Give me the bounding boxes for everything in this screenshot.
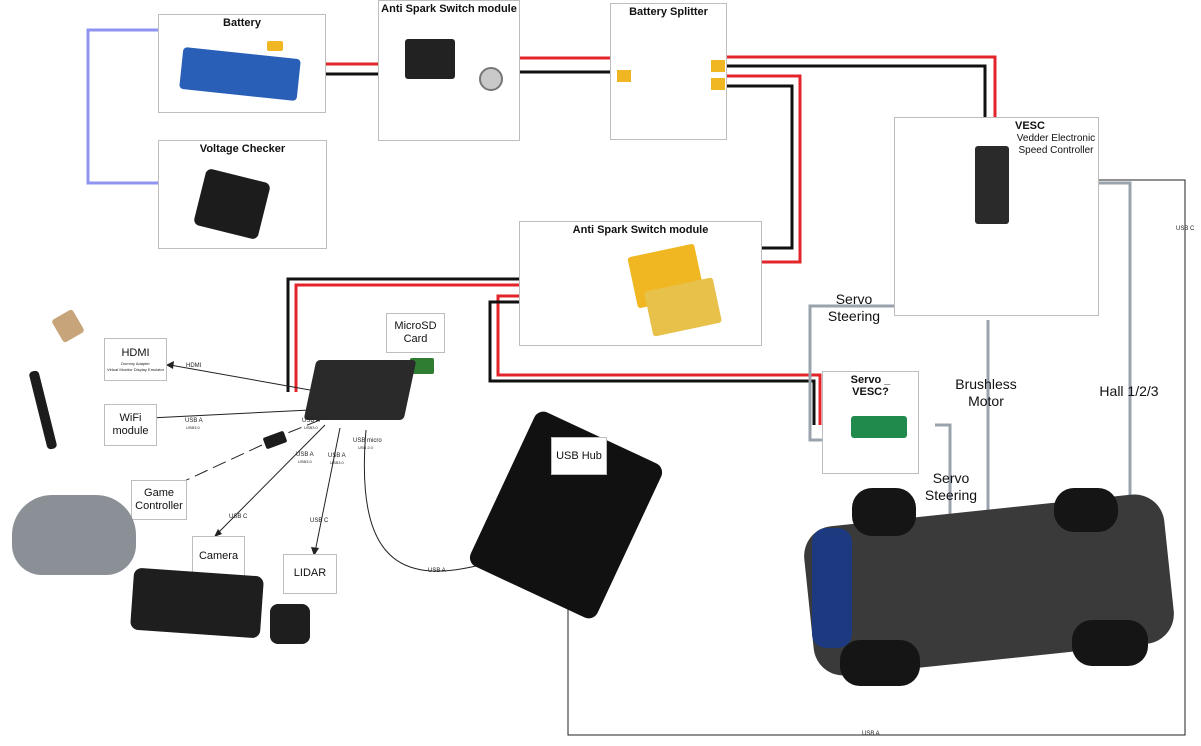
servo-steering-top-label: Servo Steering bbox=[826, 291, 882, 325]
lidar-title: LIDAR bbox=[293, 567, 327, 579]
lidar-device bbox=[270, 604, 310, 644]
splitter-connector-right-2 bbox=[711, 78, 725, 90]
servo-steering-bottom-2: Steering bbox=[924, 487, 978, 503]
wire-label-usb3-2: USB3.0 bbox=[304, 425, 318, 430]
voltage-checker-title: Voltage Checker bbox=[199, 143, 286, 155]
vesc-board bbox=[975, 146, 1009, 224]
vesc-box: VESC Vedder Electronic Speed Controller bbox=[894, 117, 1099, 316]
gamepad-icon bbox=[12, 495, 136, 575]
anti-spark-switch-mid-box: Anti Spark Switch module bbox=[519, 221, 762, 346]
wire-label-usb-a-2: USB A bbox=[302, 418, 320, 424]
wire-label-usb-a-1: USB A bbox=[185, 418, 203, 424]
wire-label-usb-c-right: USB C bbox=[1176, 226, 1195, 232]
anti-spark-mid-title: Anti Spark Switch module bbox=[572, 224, 709, 236]
wire-label-usb-c-camera: USB C bbox=[229, 514, 248, 520]
anti-spark-module bbox=[405, 39, 455, 79]
wire-label-usb-a-hub: USB A bbox=[428, 568, 446, 574]
brushless-2: Motor bbox=[968, 393, 1004, 409]
game-controller-box: Game Controller bbox=[131, 480, 187, 520]
servo-steering-top-2: Steering bbox=[827, 308, 881, 324]
anti-spark-switch-top-box: Anti Spark Switch module bbox=[378, 0, 520, 141]
servo-vesc-line1: Servo _ bbox=[850, 374, 891, 386]
microsd-card bbox=[410, 358, 434, 374]
battery-splitter-title: Battery Splitter bbox=[629, 6, 708, 18]
hdmi-title: HDMI bbox=[121, 347, 150, 359]
servo-vesc-board bbox=[851, 416, 907, 438]
wire-label-usb-a-4: USB A bbox=[328, 453, 346, 459]
hdmi-box: HDMI Dummy Adapter Virtual Monitor Displ… bbox=[104, 338, 167, 381]
wire-label-usb-a-bottom: USB A bbox=[862, 731, 880, 737]
battery-pack bbox=[179, 46, 301, 102]
servo-steering-bottom-label: Servo Steering bbox=[924, 470, 978, 504]
battery-splitter-box: Battery Splitter bbox=[610, 3, 727, 140]
wire-label-usb3-4: USB3.0 bbox=[330, 460, 344, 465]
camera-title: Camera bbox=[198, 550, 239, 562]
wifi-line2: module bbox=[112, 425, 149, 437]
wifi-box: WiFi module bbox=[104, 404, 157, 446]
brushless-motor-label: Brushless Motor bbox=[950, 376, 1022, 410]
usb-hub-title: USB Hub bbox=[556, 450, 602, 462]
hdmi-sub2: Virtual Monitor Display Emulator bbox=[106, 367, 165, 372]
wheel-rear-left bbox=[1054, 488, 1118, 532]
wheel-front-left bbox=[852, 488, 916, 536]
anti-spark-top-title: Anti Spark Switch module bbox=[381, 3, 517, 15]
wheel-front-right bbox=[840, 640, 920, 686]
wire-label-usb-micro: USB micro bbox=[353, 438, 382, 444]
power-button-icon bbox=[479, 67, 503, 91]
camera-device bbox=[129, 567, 265, 639]
wire-label-usb3-1: USB3.0 bbox=[186, 425, 200, 430]
jetson-board bbox=[303, 360, 417, 420]
wire-label-usb-a-3: USB A bbox=[296, 452, 314, 458]
car-body-shell bbox=[812, 528, 852, 648]
brushless-1: Brushless bbox=[955, 376, 1017, 392]
servo-steering-bottom-1: Servo bbox=[932, 470, 970, 486]
voltage-checker-device bbox=[192, 167, 272, 241]
lidar-box: LIDAR bbox=[283, 554, 337, 594]
vesc-subtitle-2: Speed Controller bbox=[1018, 145, 1094, 156]
voltage-checker-box: Voltage Checker bbox=[158, 140, 327, 249]
usb-hub-box: USB Hub bbox=[551, 437, 607, 475]
wire-label-usb3-3: USB3.0 bbox=[298, 459, 312, 464]
microsd-line1: MicroSD bbox=[394, 320, 437, 332]
splitter-connector-left bbox=[617, 70, 631, 82]
wheel-rear-right bbox=[1072, 620, 1148, 666]
power-wires bbox=[286, 55, 997, 425]
vesc-subtitle-1: Vedder Electronic bbox=[1016, 133, 1096, 144]
battery-title: Battery bbox=[223, 17, 261, 29]
microsd-line2: Card bbox=[403, 333, 428, 345]
battery-box: Battery bbox=[158, 14, 326, 113]
servo-vesc-box: Servo _ VESC? bbox=[822, 371, 919, 474]
hall-label: Hall 1/2/3 bbox=[1099, 383, 1159, 399]
servo-vesc-line2: VESC? bbox=[852, 386, 889, 398]
wire-label-usb2: USB 2.0 bbox=[358, 445, 373, 450]
camera-box: Camera bbox=[192, 536, 245, 578]
wire-label-hdmi: HDMI bbox=[186, 363, 202, 369]
game-line2: Controller bbox=[135, 500, 183, 512]
splitter-connector-right-1 bbox=[711, 60, 725, 72]
game-line1: Game bbox=[144, 487, 174, 499]
servo-steering-top-1: Servo bbox=[835, 291, 873, 307]
hdmi-sub1: Dummy Adapter bbox=[121, 361, 150, 366]
voltage-checker-lead bbox=[86, 28, 215, 185]
wifi-line1: WiFi bbox=[119, 412, 142, 424]
vesc-title: VESC bbox=[1015, 120, 1045, 132]
microsd-box: MicroSD Card bbox=[386, 313, 445, 353]
xt60-connector bbox=[267, 41, 283, 51]
wire-label-usb-c-lidar: USB C bbox=[310, 518, 329, 524]
